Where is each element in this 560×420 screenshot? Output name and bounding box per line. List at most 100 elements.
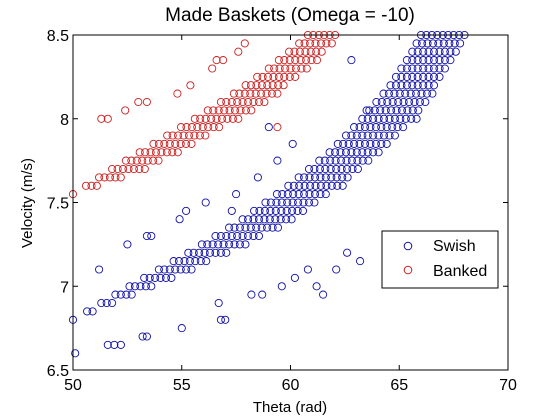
data-point (413, 47, 422, 56)
data-point (238, 231, 247, 241)
data-point (142, 231, 151, 241)
data-point (412, 39, 421, 48)
data-point (372, 97, 381, 107)
data-point (302, 56, 311, 65)
data-point (428, 39, 438, 48)
data-point (338, 181, 347, 190)
data-point (381, 106, 390, 115)
data-point (241, 223, 250, 232)
data-point (306, 39, 315, 48)
data-point (311, 39, 320, 48)
data-point (347, 148, 356, 157)
data-point (122, 290, 131, 299)
data-point (417, 89, 426, 98)
data-point (288, 206, 297, 215)
data-point (408, 72, 417, 81)
data-point (356, 257, 365, 266)
data-point (412, 89, 421, 98)
data-point (111, 290, 120, 299)
data-point (424, 47, 433, 56)
data-point (207, 114, 216, 123)
data-point (97, 114, 106, 123)
data-point (312, 56, 322, 65)
data-point (360, 123, 370, 132)
data-point (274, 81, 283, 90)
data-point (124, 164, 133, 174)
data-point (285, 47, 294, 56)
data-point (379, 89, 388, 98)
data-point (118, 164, 128, 174)
data-point (121, 156, 130, 165)
data-point (227, 231, 236, 241)
data-point (143, 156, 152, 165)
data-point (285, 56, 294, 65)
data-point (331, 148, 340, 157)
data-point (171, 265, 180, 274)
data-point (227, 97, 236, 107)
data-point (451, 47, 460, 56)
data-point (300, 190, 309, 199)
data-point (92, 181, 101, 190)
data-point (263, 81, 272, 90)
data-point (244, 231, 253, 241)
data-point (401, 114, 410, 123)
data-point (250, 206, 259, 215)
data-point (294, 198, 303, 207)
data-point (145, 273, 154, 282)
y-tick-label: 8.5 (47, 28, 69, 45)
data-point (179, 131, 188, 140)
data-point (182, 206, 191, 215)
data-point (147, 282, 156, 291)
data-point (241, 81, 250, 90)
data-point (201, 198, 210, 207)
data-point (369, 114, 378, 123)
chart-title: Made Baskets (Omega = -10) (165, 5, 415, 26)
data-point (311, 181, 320, 190)
data-point (190, 114, 199, 123)
data-point (376, 106, 385, 115)
data-point (110, 340, 119, 349)
data-point (316, 181, 325, 190)
data-point (287, 215, 296, 224)
data-point (429, 56, 439, 65)
data-point (412, 114, 421, 123)
data-point (234, 114, 243, 123)
data-point (130, 282, 140, 291)
data-point (182, 265, 191, 274)
data-point (410, 97, 419, 107)
data-point (408, 47, 417, 56)
data-point (173, 89, 182, 98)
data-point (366, 139, 375, 148)
data-point (291, 56, 300, 65)
data-point (350, 123, 359, 132)
data-point (424, 81, 433, 90)
data-point (244, 97, 253, 107)
data-point (264, 64, 273, 73)
data-point (254, 231, 264, 241)
data-point (108, 164, 117, 174)
data-point (339, 139, 348, 148)
data-point (325, 148, 334, 157)
data-point (374, 114, 383, 123)
data-point (280, 56, 289, 65)
data-point (326, 164, 335, 174)
data-point (97, 298, 106, 308)
data-point (352, 131, 361, 140)
data-point (168, 148, 177, 157)
data-point (295, 181, 304, 190)
data-point (154, 156, 163, 165)
data-point (306, 47, 315, 56)
data-point (81, 181, 91, 190)
data-point (186, 81, 195, 90)
legend-label-banked: Banked (433, 263, 487, 280)
data-point (163, 131, 172, 140)
data-point (342, 164, 352, 174)
data-point (185, 257, 194, 266)
data-point (429, 72, 439, 81)
data-point (327, 181, 336, 190)
data-point (203, 240, 212, 249)
data-point (271, 206, 280, 215)
data-point (413, 81, 422, 90)
y-tick-label: 7.5 (47, 196, 69, 213)
data-point (136, 282, 145, 291)
